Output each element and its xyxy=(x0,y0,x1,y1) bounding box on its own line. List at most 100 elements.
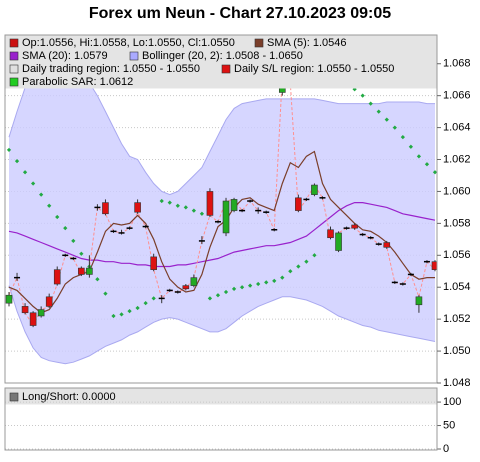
candle-body xyxy=(5,294,13,304)
sar-dot xyxy=(207,296,213,301)
sar-dot xyxy=(312,253,317,258)
y-axis: 1.048 1.050 1.052 1.054 1.056 1.058 1.060 1.062… xyxy=(437,58,471,389)
y-tick-label: 100 xyxy=(443,396,461,408)
y-tick-label: 1.050 xyxy=(443,345,471,357)
candle-body xyxy=(431,261,437,270)
sar-dot xyxy=(183,205,188,210)
candle-body xyxy=(182,285,190,290)
candle-body xyxy=(327,229,334,239)
y-tick-label: 50 xyxy=(443,419,455,431)
legend-swatch xyxy=(9,51,19,61)
sar-dot xyxy=(39,192,44,197)
candle-body xyxy=(37,309,45,317)
sar-dot xyxy=(408,144,414,149)
legend-label: SMA (20): 1.0579 xyxy=(22,50,108,62)
sar-dot xyxy=(199,211,205,216)
candle-body xyxy=(45,296,53,307)
legend: Op:1.0556, Hi:1.0558, Lo:1.0550, Cl:1.05… xyxy=(5,35,437,89)
sar-dot xyxy=(159,198,164,204)
sma20-line xyxy=(8,202,436,268)
sar-dot xyxy=(432,170,437,175)
sar-dot xyxy=(6,147,12,153)
candle-body xyxy=(53,269,61,285)
legend-swatch xyxy=(9,64,19,74)
sar-dot xyxy=(127,309,132,314)
candle-body xyxy=(29,312,37,326)
sar-dot xyxy=(223,289,229,295)
sar-dot xyxy=(79,251,84,256)
candle-body xyxy=(383,242,391,248)
sar-dot xyxy=(191,208,196,213)
sma5-line xyxy=(8,150,435,314)
candle-body xyxy=(102,202,109,215)
y-tick-label: 1.064 xyxy=(443,121,471,133)
y-tick-label: 1.062 xyxy=(443,153,471,165)
sar-dot xyxy=(231,286,237,291)
candle-body xyxy=(206,191,214,216)
sar-dot xyxy=(264,280,269,285)
sar-dot xyxy=(256,281,261,287)
legend-label: Daily trading region: 1.0550 - 1.0550 xyxy=(22,63,200,75)
sar-dot xyxy=(288,269,293,274)
y-tick-label: 1.058 xyxy=(443,217,471,229)
candle-body xyxy=(295,197,302,211)
legend-swatch xyxy=(221,64,231,74)
candle-body xyxy=(78,267,85,275)
candle-body xyxy=(134,202,141,213)
sar-dot xyxy=(151,296,156,301)
legend-swatch xyxy=(9,392,19,402)
sar-dot xyxy=(280,275,285,280)
sar-dot xyxy=(71,238,76,244)
sar-dot xyxy=(215,293,221,298)
y-tick-label: 1.052 xyxy=(443,313,471,325)
y-tick-label: 1.068 xyxy=(443,58,471,70)
y-tick-label: 1.060 xyxy=(443,185,471,197)
sar-dot xyxy=(272,278,277,283)
candle-body xyxy=(415,296,423,306)
candle-body xyxy=(335,232,342,251)
sar-dot xyxy=(47,203,52,208)
sar-dot xyxy=(248,283,253,288)
sar-dot xyxy=(135,305,140,311)
legend-label: SMA (5): 1.0546 xyxy=(267,37,347,49)
candle-body xyxy=(311,184,318,195)
lower-legend-box xyxy=(5,388,437,405)
candle-body xyxy=(351,224,358,229)
candle-body xyxy=(86,267,93,275)
candle-body xyxy=(150,256,157,270)
legend-swatch xyxy=(129,51,139,61)
candle-body xyxy=(21,306,29,314)
y-tick-label: 1.054 xyxy=(443,281,471,293)
y-tick-label: 0 xyxy=(443,443,449,455)
legend-box xyxy=(5,35,437,89)
legend-label: Bollinger (20, 2): 1.0508 - 1.0650 xyxy=(142,50,303,62)
sar-dot xyxy=(22,170,28,175)
legend-swatch xyxy=(9,77,19,87)
sar-dot xyxy=(14,158,20,164)
sar-dot xyxy=(143,301,148,306)
legend-label: Daily S/L region: 1.0550 - 1.0550 xyxy=(234,63,394,75)
candle-body xyxy=(190,277,198,286)
y-tick-label: 1.056 xyxy=(443,249,471,261)
y-tick-label: 1.066 xyxy=(443,90,471,102)
bollinger-lower xyxy=(8,285,436,365)
lower-panel: Long/Short: 0.0000 0 50 100 xyxy=(5,388,461,455)
sar-dot xyxy=(424,162,430,167)
candle-body xyxy=(222,200,230,234)
bollinger-band xyxy=(9,54,435,364)
legend-label: Parabolic SAR: 1.0612 xyxy=(22,76,133,88)
chart-title: Forex um Neun - Chart 27.10.2023 09:05 xyxy=(89,5,391,22)
sar-dot xyxy=(416,154,422,159)
sar-dot xyxy=(304,259,309,264)
sar-dot xyxy=(63,226,68,231)
plot-frame xyxy=(4,34,438,384)
sar-dot xyxy=(239,285,245,290)
candle-body xyxy=(230,199,238,211)
lower-frame xyxy=(4,387,438,451)
legend-swatch xyxy=(254,38,264,48)
sar-dot xyxy=(296,264,301,269)
legend-swatch xyxy=(9,38,19,48)
legend-label: Op:1.0556, Hi:1.0558, Lo:1.0550, Cl:1.05… xyxy=(22,37,235,49)
legend-label: Long/Short: 0.0000 xyxy=(22,391,116,403)
